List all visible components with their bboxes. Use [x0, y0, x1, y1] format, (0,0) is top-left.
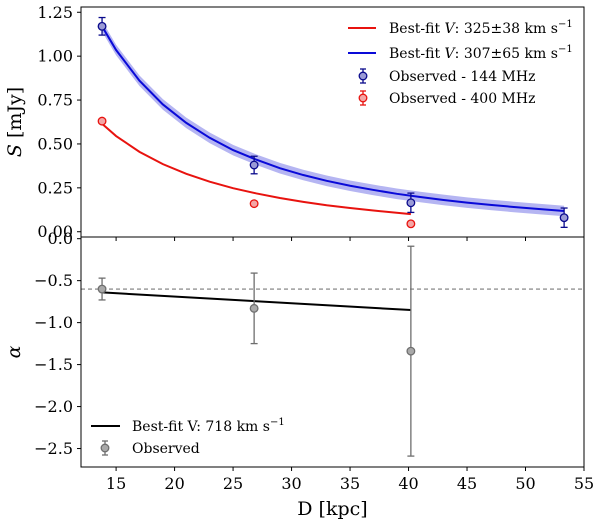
observed-alpha-point: [97, 284, 107, 294]
y-tick-label-top: 0.50: [37, 134, 73, 153]
observed-144-point: [97, 21, 107, 31]
legend-label: Observed - 144 MHz: [389, 69, 535, 85]
x-tick-label: 55: [574, 474, 594, 493]
legend-label: Observed: [132, 441, 200, 457]
x-tick-label: 20: [164, 474, 184, 493]
y-tick-label-bottom: 0.0: [48, 229, 73, 248]
fit-band-144: [102, 21, 565, 217]
observed-alpha-point: [249, 303, 259, 313]
y-axis-label-bottom: α: [3, 345, 25, 358]
fit-line-144: [101, 25, 565, 213]
observed-400-point: [406, 219, 416, 229]
y-tick-label-bottom: −0.5: [34, 271, 73, 290]
y-tick-label-top: 1.00: [37, 47, 73, 66]
top-panel: 0.00 0.25 0.50 0.75 1.00 1.25 S [mJy] Best-fit …: [4, 3, 585, 241]
observed-144-point: [406, 198, 416, 208]
y-tick-label-bottom: −2.0: [34, 397, 73, 416]
observed-144-point: [249, 160, 259, 170]
bottom-panel: 0.0 −0.5 −1.0 −1.5 −2.0 −2.5 15 20 25 30 35 40 45 50 5…: [3, 229, 594, 520]
y-tick-label-top: 0.25: [37, 178, 73, 197]
x-tick-label: 30: [281, 474, 301, 493]
y-tick-label-top: 0.00: [37, 222, 73, 241]
x-tick-label: 45: [457, 474, 477, 493]
y-tick-label-bottom: −1.0: [34, 313, 73, 332]
x-axis-label: D [kpc]: [297, 498, 367, 520]
observed-144-point: [559, 213, 569, 223]
y-tick-label-bottom: −2.5: [34, 439, 73, 458]
legend-bottom: Best-fit V: 718 km s−1 Observed: [91, 417, 285, 457]
x-tick-label: 50: [515, 474, 535, 493]
y-tick-label-top: 1.25: [37, 3, 73, 22]
observed-400-point: [97, 116, 107, 126]
legend-point: [358, 93, 368, 103]
fit-line-400: [101, 123, 411, 216]
observed-alpha-point: [406, 346, 416, 356]
y-tick-label-bottom: −1.5: [34, 355, 73, 374]
x-tick-label: 40: [398, 474, 418, 493]
legend-point: [100, 443, 110, 453]
y-tick-label-top: 0.75: [37, 91, 73, 110]
plot-frame-bottom: [80, 236, 585, 468]
legend-point: [358, 71, 368, 81]
legend-label: Best-fit V: 325±38 km s−1: [389, 19, 573, 37]
x-tick-label: 35: [340, 474, 360, 493]
fit-line-alpha: [101, 291, 411, 312]
legend-label: Best-fit V: 718 km s−1: [132, 417, 285, 435]
legend-top: Best-fit V: 325±38 km s−1 Best-fit V: 307…: [348, 19, 573, 107]
y-axis-label-top: S [mJy]: [4, 87, 26, 157]
x-tick-label: 25: [223, 474, 243, 493]
observed-400-point: [249, 199, 259, 209]
x-tick-label: 15: [106, 474, 126, 493]
legend-label: Observed - 400 MHz: [389, 91, 535, 107]
legend-label: Best-fit V: 307±65 km s−1: [389, 44, 573, 62]
